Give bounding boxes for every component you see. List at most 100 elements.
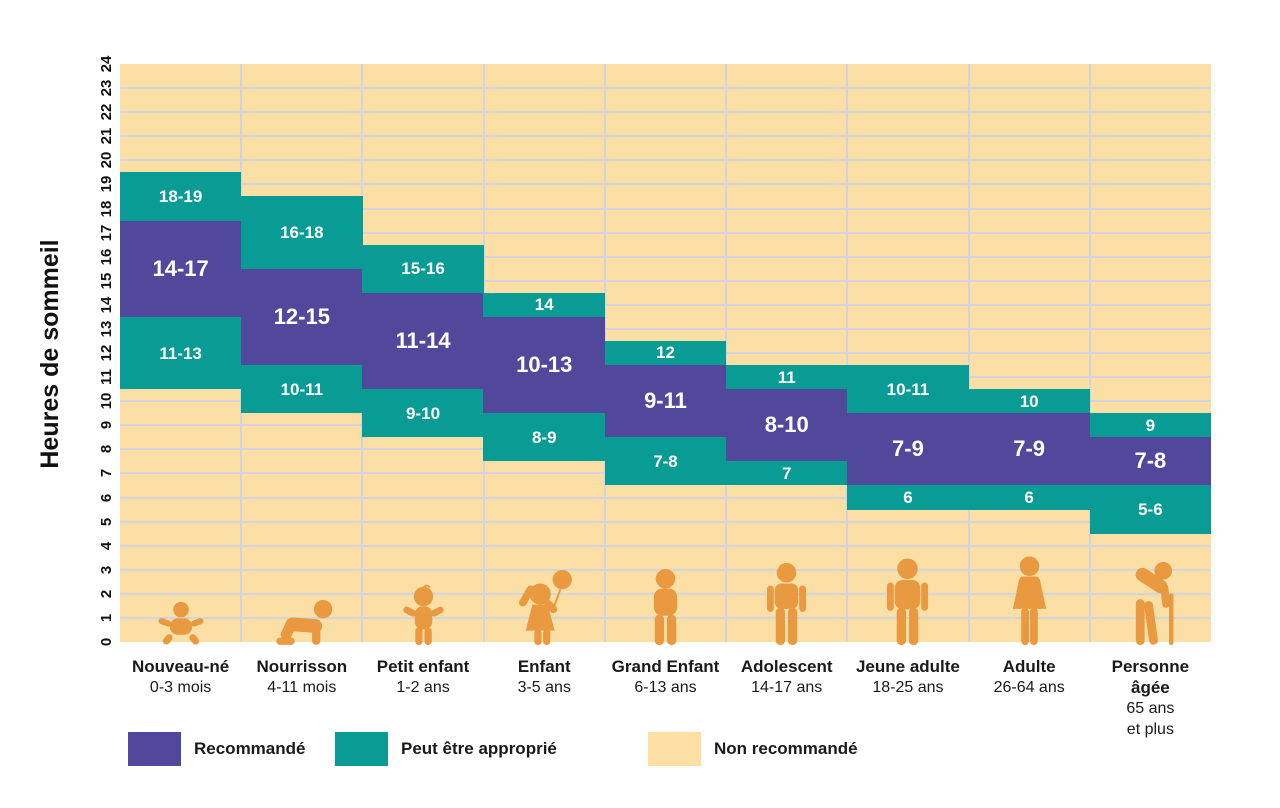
legend-item-recommended: Recommandé [128, 732, 305, 766]
band-may-be-appropriate: 6 [968, 485, 1091, 510]
gridline-vertical [967, 64, 970, 642]
band-label: 11 [777, 367, 796, 387]
age-group-range: 18-25 ans [872, 679, 944, 696]
toddler-icon [402, 584, 445, 646]
band-recommended: 8-10 [725, 389, 848, 462]
band-label: 18-19 [158, 186, 203, 206]
gridline-horizontal [120, 87, 1211, 90]
age-group-name: Nouveau-né [131, 657, 230, 676]
band-label: 10-11 [886, 379, 930, 399]
age-group-range: 4-11 mois [267, 679, 337, 696]
x-axis-label: Nouveau-né 0-3 mois [120, 656, 241, 698]
band-label: 7-9 [1013, 436, 1046, 462]
plot-area: 18-19 14-17 11-13 16-18 12-15 10-11 15-16 11-14… [119, 64, 1212, 642]
age-group-range: 1-2 ans [396, 679, 450, 696]
gridline-horizontal [120, 496, 1211, 499]
x-axis-label: Nourrisson 4-11 mois [241, 656, 362, 698]
legend-item-not-recommended: Non recommandé [648, 732, 858, 766]
gridline-horizontal [120, 135, 1211, 138]
gridline-horizontal [120, 159, 1211, 162]
age-group-name: Personne âgée [1111, 657, 1190, 697]
gridline-horizontal [120, 279, 1211, 282]
band-may-be-appropriate: 7-8 [604, 437, 727, 486]
band-recommended: 12-15 [240, 268, 363, 366]
child-balloon-icon [514, 569, 574, 646]
band-label: 10 [1019, 391, 1039, 411]
gridline-horizontal [120, 111, 1211, 114]
band-may-be-appropriate: 10-11 [240, 365, 363, 414]
x-axis-label: Personne âgée 65 ans et plus [1100, 656, 1201, 740]
child-icon [645, 568, 686, 646]
band-label: 10-11 [280, 379, 324, 399]
gridline-horizontal [120, 207, 1211, 210]
band-recommended: 7-9 [968, 413, 1091, 486]
age-group-name: Enfant [517, 657, 571, 676]
band-may-be-appropriate: 18-19 [119, 172, 242, 221]
band-may-be-appropriate: 15-16 [362, 244, 484, 293]
legend-label-may-be-appropriate: Peut être approprié [401, 739, 557, 758]
band-label: 6 [1024, 487, 1034, 507]
gridline-horizontal [120, 255, 1211, 258]
band-may-be-appropriate: 8-9 [483, 413, 606, 462]
band-label: 12 [656, 343, 675, 363]
band-label: 5-6 [1138, 500, 1163, 520]
age-group-name: Adulte [1002, 657, 1056, 676]
gridline-horizontal [120, 327, 1211, 330]
band-label: 11-14 [395, 327, 451, 353]
gridline-horizontal [120, 544, 1211, 547]
legend-swatch-recommended [128, 732, 181, 766]
band-may-be-appropriate: 7 [725, 461, 848, 486]
band-may-be-appropriate: 10 [968, 389, 1091, 414]
legend-item-may-be-appropriate: Peut être approprié [335, 732, 557, 766]
age-group-name: Adolescent [740, 657, 833, 676]
crawling-baby-icon [269, 598, 335, 646]
age-group-name: Nourrisson [256, 657, 348, 676]
age-group-range: 65 ans et plus [1126, 700, 1175, 738]
age-group-name: Jeune adulte [855, 657, 960, 676]
age-group-range: 0-3 mois [149, 679, 212, 696]
elderly-icon [1122, 560, 1179, 646]
age-group-name: Petit enfant [376, 657, 470, 676]
gridline-horizontal [120, 520, 1211, 523]
band-may-be-appropriate: 16-18 [240, 196, 363, 269]
legend-label-not-recommended: Non recommandé [714, 739, 858, 758]
age-group-range: 6-13 ans [634, 679, 697, 696]
age-group-range: 3-5 ans [517, 679, 571, 696]
band-label: 11-13 [159, 343, 202, 363]
newborn-icon [155, 601, 207, 646]
age-group-name: Grand Enfant [611, 657, 720, 676]
band-label: 7-8 [653, 451, 678, 471]
legend-swatch-may-be-appropriate [335, 732, 388, 766]
x-axis-label: Adolescent 14-17 ans [726, 656, 847, 698]
x-axis-label: Adulte 26-64 ans [969, 656, 1090, 698]
band-label: 7-9 [892, 436, 924, 462]
band-label: 6 [903, 487, 913, 507]
band-may-be-appropriate: 11-13 [119, 316, 242, 390]
band-recommended: 14-17 [119, 220, 242, 317]
legend-label-recommended: Recommandé [194, 739, 306, 758]
x-axis-label: Enfant 3-5 ans [484, 656, 605, 698]
band-label: 9-10 [406, 403, 441, 423]
band-may-be-appropriate: 12 [604, 340, 727, 366]
band-may-be-appropriate: 5-6 [1089, 485, 1212, 534]
age-group-range: 14-17 ans [751, 679, 823, 696]
legend-swatch-not-recommended [648, 732, 701, 766]
band-label: 7-8 [1134, 448, 1167, 474]
band-label: 8-10 [764, 412, 809, 438]
x-axis-label: Petit enfant 1-2 ans [363, 656, 484, 698]
gridline-horizontal [120, 183, 1211, 186]
band-may-be-appropriate: 10-11 [847, 365, 969, 414]
gridline-horizontal [120, 231, 1211, 234]
band-label: 9-11 [644, 388, 687, 414]
band-may-be-appropriate: 6 [847, 485, 969, 510]
adult-woman-icon [1007, 556, 1052, 646]
band-label: 10-13 [516, 352, 573, 378]
band-label: 14 [534, 295, 554, 315]
band-may-be-appropriate: 9 [1089, 413, 1212, 438]
age-group-range: 26-64 ans [993, 679, 1065, 696]
band-may-be-appropriate: 11 [725, 365, 848, 390]
y-axis-title: Heures de sommeil [36, 239, 64, 469]
band-may-be-appropriate: 14 [483, 292, 606, 317]
gridline-horizontal [120, 616, 1211, 619]
